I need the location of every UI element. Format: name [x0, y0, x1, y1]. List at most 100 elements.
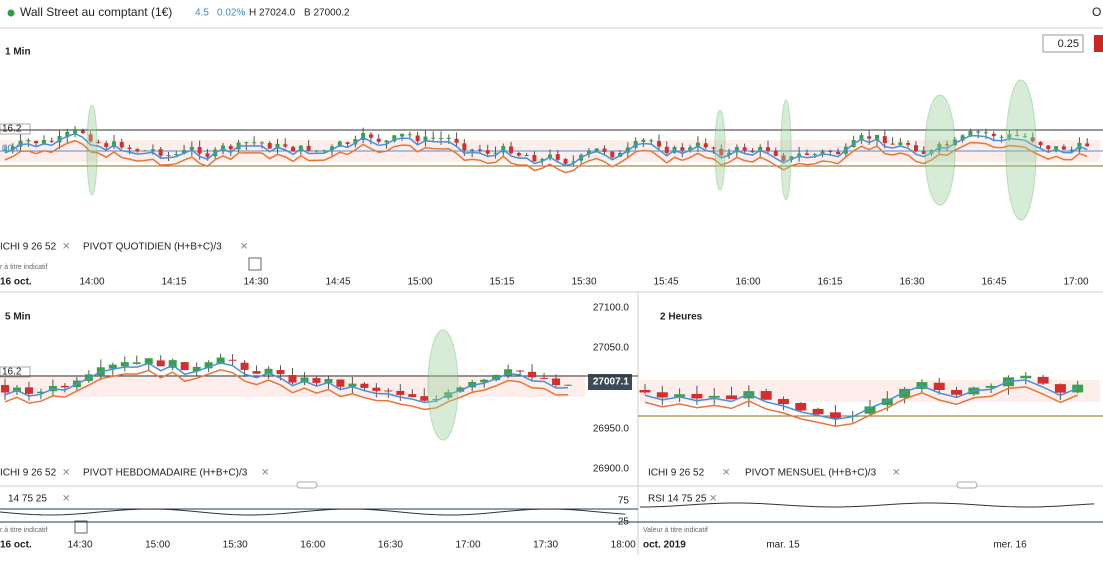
candle: [204, 362, 213, 369]
candle: [703, 143, 708, 148]
candle: [36, 391, 45, 394]
candle: [804, 153, 809, 156]
candle: [760, 391, 772, 400]
candle: [691, 393, 703, 399]
x-tick-label: 15:15: [489, 277, 514, 288]
pivot[interactable]: PIVOT QUOTIDIEN (H+B+C)/3: [83, 242, 222, 253]
x-tick-label: 17:30: [533, 540, 558, 551]
candle: [688, 147, 693, 151]
candle: [182, 150, 187, 154]
x-tick-label: 14:30: [67, 540, 92, 551]
signal: [86, 104, 98, 196]
candle: [384, 140, 389, 143]
x-tick-label: 16:00: [300, 540, 325, 551]
candle: [135, 149, 140, 152]
status-dot: [7, 9, 15, 17]
date: 16 oct.: [0, 540, 32, 551]
candle: [306, 145, 311, 151]
candle: [65, 131, 70, 138]
candle: [18, 140, 23, 147]
candle: [528, 371, 537, 378]
candle: [420, 396, 429, 401]
candle: [921, 151, 926, 154]
candle: [742, 147, 747, 151]
candle: [252, 142, 257, 144]
candle: [1037, 376, 1049, 384]
candle: [480, 379, 489, 383]
rsi[interactable]: RSI 14 75 25: [648, 494, 707, 505]
date: 16 oct.: [0, 277, 32, 288]
candle: [26, 140, 31, 142]
candle: [360, 383, 369, 388]
ichi[interactable]: ICHI 9 26 52: [0, 242, 57, 253]
candle: [859, 135, 864, 141]
candle: [189, 146, 194, 151]
candle: [674, 394, 686, 397]
timeframe: 2 Heures: [660, 312, 703, 323]
candle: [322, 150, 327, 152]
candle: [127, 147, 132, 150]
candle: [288, 375, 297, 383]
candle: [532, 155, 537, 162]
candle: [882, 136, 887, 144]
ichi[interactable]: ICHI 9 26 52: [0, 468, 57, 479]
pivot[interactable]: PIVOT MENSUEL (H+B+C)/3: [745, 468, 877, 479]
candle: [657, 141, 661, 147]
candle: [1038, 141, 1043, 146]
candle: [719, 148, 724, 156]
price-box: [588, 374, 632, 390]
candle: [400, 133, 405, 137]
candle: [376, 138, 381, 142]
sell-button[interactable]: [1094, 35, 1103, 52]
candle: [408, 394, 417, 398]
candle: [432, 398, 441, 400]
candle: [324, 379, 333, 384]
candle: [1061, 146, 1066, 150]
price-label: 27050.0: [593, 343, 630, 354]
candle: [470, 149, 475, 151]
candle: [610, 151, 615, 158]
x-tick-label: 17:00: [1063, 277, 1088, 288]
candle: [492, 374, 501, 381]
ichi[interactable]: ICHI 9 26 52: [648, 468, 705, 479]
calendar-icon[interactable]: [248, 257, 262, 271]
candle: [960, 135, 965, 141]
candle: [812, 408, 824, 415]
candle: [890, 143, 895, 145]
candle: [708, 395, 720, 398]
instrument[interactable]: Wall Street au comptant (1€): [20, 5, 172, 19]
x-tick-label: 16:30: [899, 277, 924, 288]
candle: [773, 150, 778, 156]
x-tick-label: 14:30: [243, 277, 268, 288]
pivot[interactable]: PIVOT HEBDOMADAIRE (H+B+C)/3: [83, 468, 248, 479]
qty-box[interactable]: [1042, 34, 1084, 53]
candle: [228, 359, 237, 361]
candle: [144, 358, 153, 365]
candle: [252, 371, 261, 374]
candle: [314, 150, 319, 152]
candle: [275, 143, 280, 149]
candle: [985, 385, 997, 388]
candle: [881, 398, 893, 406]
candle: [96, 141, 101, 143]
candle: [594, 148, 599, 151]
low: B 27000.2: [304, 8, 350, 19]
candle: [34, 140, 39, 144]
candle: [372, 387, 381, 391]
x-tick-label: 14:00: [79, 277, 104, 288]
rsi-level: 75: [618, 496, 630, 507]
kijun: [4, 139, 1088, 174]
candle: [108, 364, 117, 369]
rsi[interactable]: 14 75 25: [8, 494, 47, 505]
corner: O: [1092, 5, 1101, 19]
x-tick-label: 16:00: [735, 277, 760, 288]
candle: [695, 142, 700, 148]
x-tick-label: mer. 16: [993, 540, 1027, 551]
price-label: 27007.1: [593, 377, 630, 388]
candle: [361, 133, 366, 140]
svg-text:✕: ✕: [62, 242, 70, 253]
candle: [766, 147, 770, 151]
signal: [780, 99, 792, 201]
candle: [119, 142, 124, 148]
candle: [104, 143, 109, 147]
